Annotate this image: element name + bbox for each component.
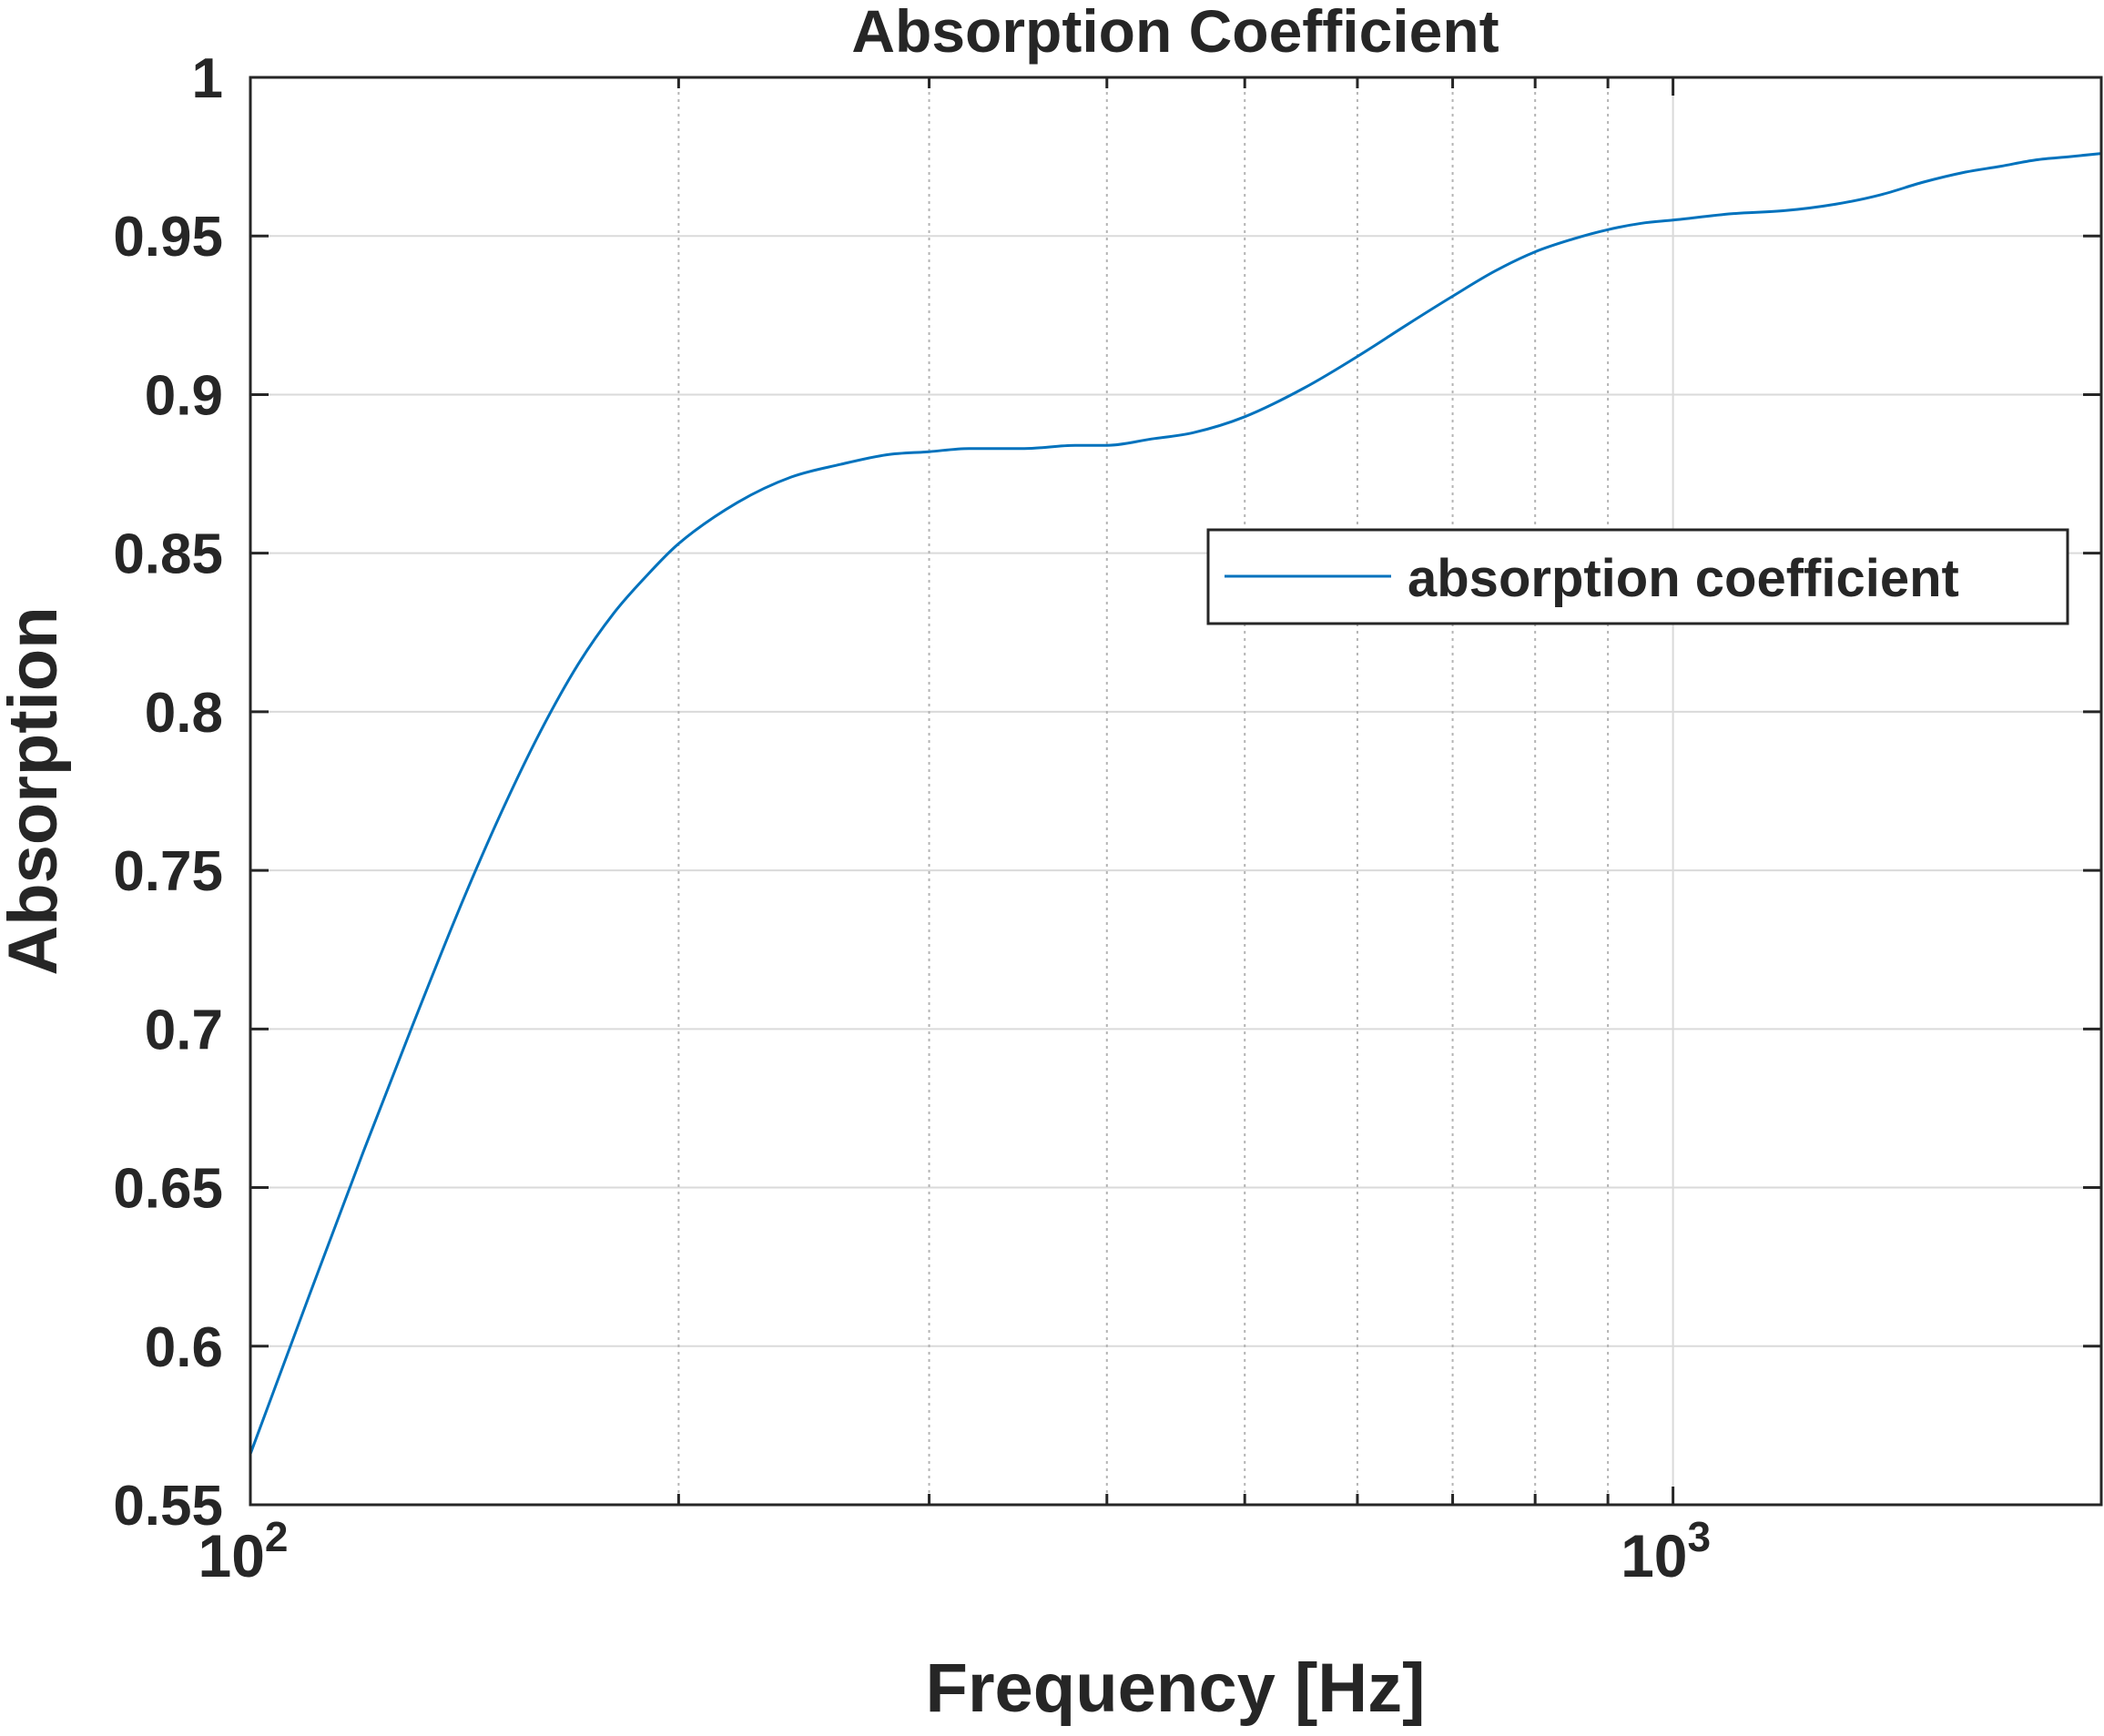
y-axis-label: Absorption [0, 606, 72, 975]
y-tick-label: 0.65 [113, 1158, 223, 1221]
legend-label: absorption coefficient [1408, 549, 1959, 608]
chart-title: Absorption Coefficient [851, 0, 1499, 65]
x-tick-label-exponent: 2 [265, 1513, 289, 1560]
y-tick-label: 0.95 [113, 206, 223, 269]
x-tick-label-base: 10 [198, 1522, 264, 1589]
x-axis-label: Frequency [Hz] [926, 1650, 1426, 1727]
y-tick-label: 0.85 [113, 523, 223, 586]
legend: absorption coefficient [1208, 530, 2068, 624]
x-tick-label: 103 [1621, 1513, 1711, 1589]
y-tick-label: 0.6 [145, 1316, 223, 1379]
x-tick-label-base: 10 [1621, 1522, 1687, 1589]
x-tick-label: 102 [198, 1513, 288, 1589]
y-tick-label: 0.9 [145, 364, 223, 427]
y-tick-label: 0.8 [145, 682, 223, 745]
plot-area [250, 77, 2101, 1505]
y-tick-label: 0.7 [145, 999, 223, 1061]
y-tick-label: 1 [192, 47, 223, 110]
y-tick-label: 0.75 [113, 840, 223, 903]
x-tick-label-exponent: 3 [1688, 1513, 1712, 1560]
